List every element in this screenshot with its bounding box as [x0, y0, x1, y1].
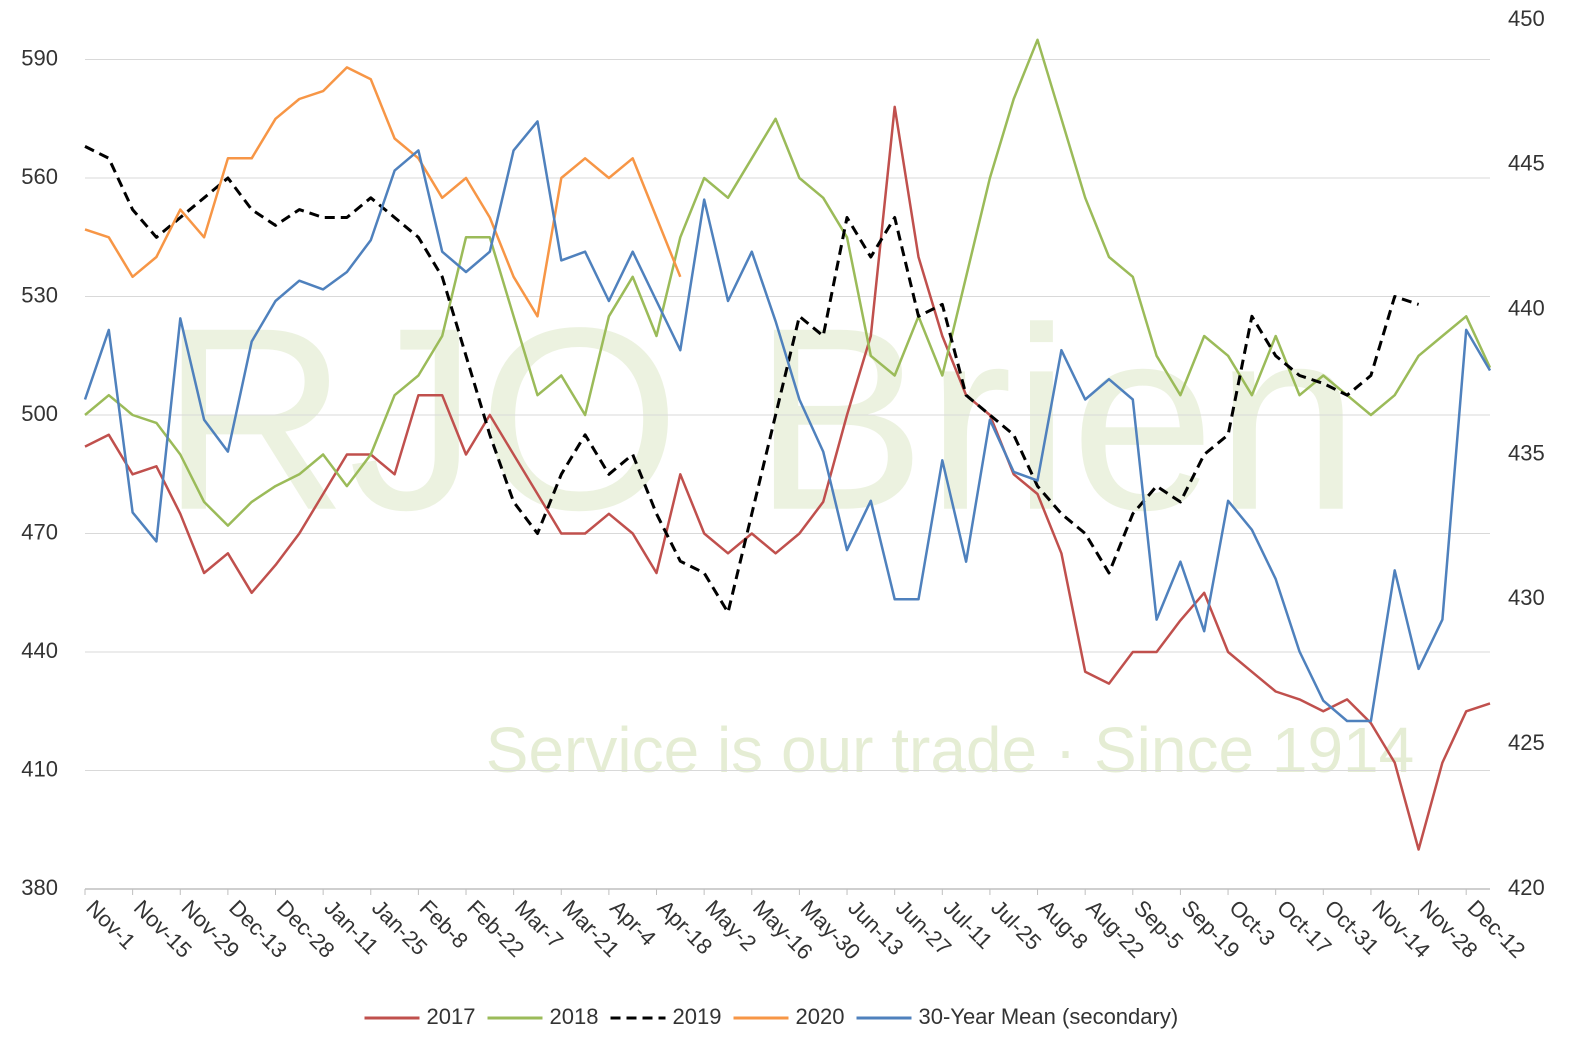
x-tick-label: Nov-1 — [81, 895, 140, 954]
series-line — [83, 120, 1492, 723]
x-tick-label: Aug-8 — [1034, 895, 1093, 954]
y2-tick-label: 430 — [1508, 585, 1545, 610]
series-line — [84, 38, 1492, 527]
y2-tick-label: 440 — [1508, 295, 1545, 320]
series-line — [84, 145, 1420, 614]
y2-tick-label: 425 — [1508, 730, 1545, 755]
legend-label: 2018 — [550, 1004, 599, 1029]
y-tick-label: 530 — [21, 282, 58, 307]
legend-label: 2017 — [427, 1004, 476, 1029]
y-tick-label: 500 — [21, 401, 58, 426]
series-line — [84, 66, 682, 318]
legend-label: 30-Year Mean (secondary) — [919, 1004, 1179, 1029]
watermark: RJO Brien — [160, 275, 1359, 565]
y-tick-label: 590 — [21, 45, 58, 70]
y-tick-label: 470 — [21, 519, 58, 544]
y2-tick-label: 450 — [1508, 6, 1545, 31]
y-tick-label: 440 — [21, 638, 58, 663]
x-tick-label: Jul-25 — [986, 895, 1046, 955]
y-tick-label: 410 — [21, 756, 58, 781]
legend-label: 2020 — [796, 1004, 845, 1029]
series-line — [84, 105, 1491, 851]
y-tick-label: 380 — [21, 875, 58, 900]
watermark-tagline: Service is our trade · Since 1914 — [486, 714, 1414, 786]
y2-tick-label: 420 — [1508, 875, 1545, 900]
y2-tick-label: 445 — [1508, 151, 1545, 176]
y2-tick-label: 435 — [1508, 440, 1545, 465]
y-tick-label: 560 — [21, 164, 58, 189]
legend-label: 2019 — [673, 1004, 722, 1029]
